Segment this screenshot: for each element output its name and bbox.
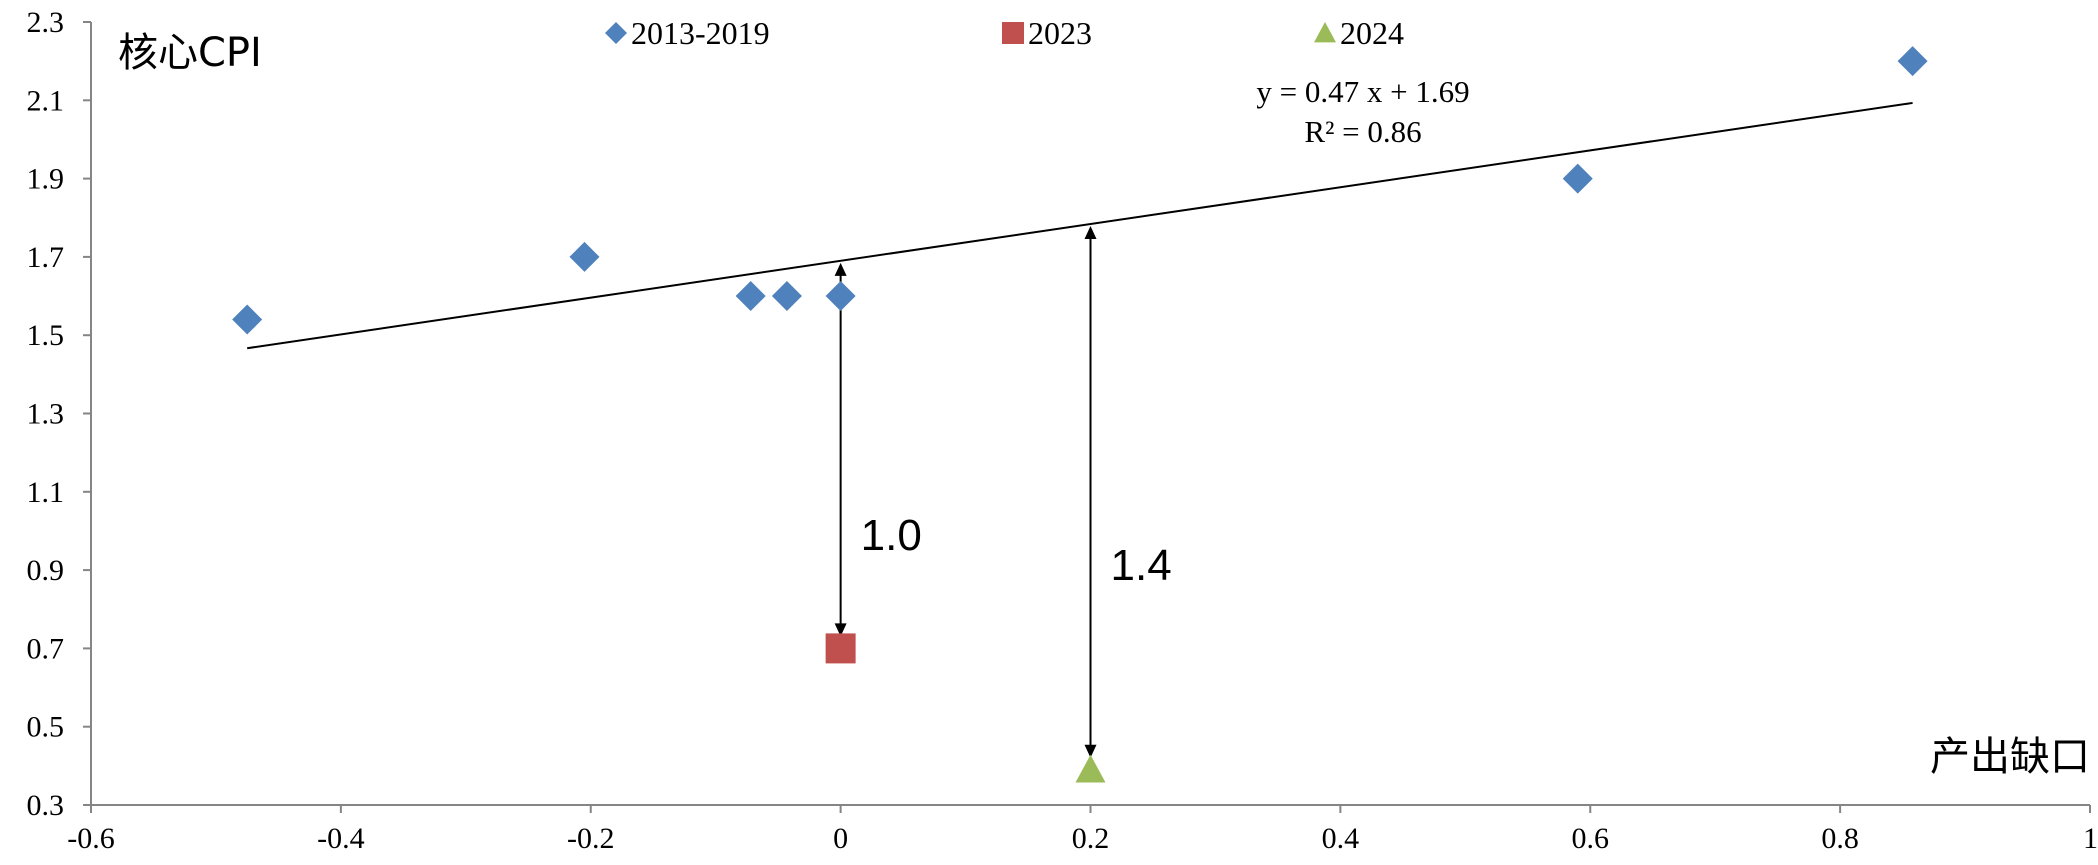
- x-tick-label: -0.4: [317, 822, 365, 855]
- data-point-diamond: [735, 281, 766, 312]
- data-point-diamond: [232, 304, 263, 335]
- data-point-diamond: [771, 281, 802, 312]
- data-point-square: [825, 633, 856, 664]
- legend-marker-diamond: [605, 22, 627, 44]
- data-point-diamond: [1562, 163, 1593, 194]
- legend-label: 2024: [1340, 15, 1404, 51]
- x-tick-label: -0.6: [67, 822, 115, 855]
- y-tick-label: 1.9: [27, 163, 65, 196]
- y-tick-label: 2.3: [27, 6, 65, 39]
- gap-arrow-head-up: [834, 262, 847, 276]
- x-tick-label: 0.4: [1322, 822, 1360, 855]
- x-tick-label: 0: [833, 822, 848, 855]
- y-tick-label: 2.1: [27, 84, 65, 117]
- data-point-diamond: [569, 241, 600, 272]
- x-axis-title: 产出缺口: [1930, 734, 2090, 780]
- y-tick-label: 0.3: [27, 789, 65, 822]
- y-tick-label: 0.5: [27, 711, 65, 744]
- y-tick-label: 0.7: [27, 632, 65, 665]
- gap-arrow-head-down: [834, 623, 847, 637]
- y-tick-label: 1.7: [27, 241, 65, 274]
- gap-arrow-head-up: [1084, 226, 1097, 240]
- gap-label: 1.4: [1111, 541, 1172, 590]
- x-tick-label: 1: [2083, 822, 2098, 855]
- legend-label: 2023: [1028, 15, 1092, 51]
- legend: 2013-2019 2023 2024: [605, 15, 1404, 51]
- data-point-triangle: [1075, 754, 1106, 783]
- y-tick-label: 1.3: [27, 398, 65, 431]
- gap-annotations: 1.0 1.4: [834, 226, 1172, 758]
- data-points: [232, 46, 1928, 783]
- y-axis-ticks: 0.3 0.5 0.7 0.9 1.1 1.3 1.5 1.7 1.9 2.1 2.3: [27, 6, 91, 822]
- trendline-equation: y = 0.47 x + 1.69: [1256, 74, 1469, 109]
- data-point-diamond: [1897, 46, 1928, 77]
- y-axis-title: 核心CPI: [118, 30, 262, 76]
- x-tick-label: 0.6: [1572, 822, 1610, 855]
- gap-arrow-head-down: [1084, 744, 1097, 758]
- trendline: [247, 101, 1913, 350]
- x-tick-label: 0.2: [1072, 822, 1110, 855]
- data-point-diamond: [825, 281, 856, 312]
- trendline-group: [247, 101, 1913, 350]
- legend-marker-square: [1002, 22, 1024, 44]
- gap-label: 1.0: [861, 511, 922, 560]
- y-tick-label: 0.9: [27, 554, 65, 587]
- trendline-r-squared: R² = 0.86: [1304, 114, 1421, 149]
- x-axis-ticks: -0.6 -0.4 -0.2 0 0.2 0.4 0.6 0.8 1: [67, 805, 2098, 855]
- legend-label: 2013-2019: [631, 15, 770, 51]
- legend-marker-triangle: [1314, 22, 1336, 43]
- y-tick-label: 1.5: [27, 319, 65, 352]
- y-tick-label: 1.1: [27, 476, 65, 509]
- x-tick-label: -0.2: [567, 822, 615, 855]
- x-tick-label: 0.8: [1821, 822, 1859, 855]
